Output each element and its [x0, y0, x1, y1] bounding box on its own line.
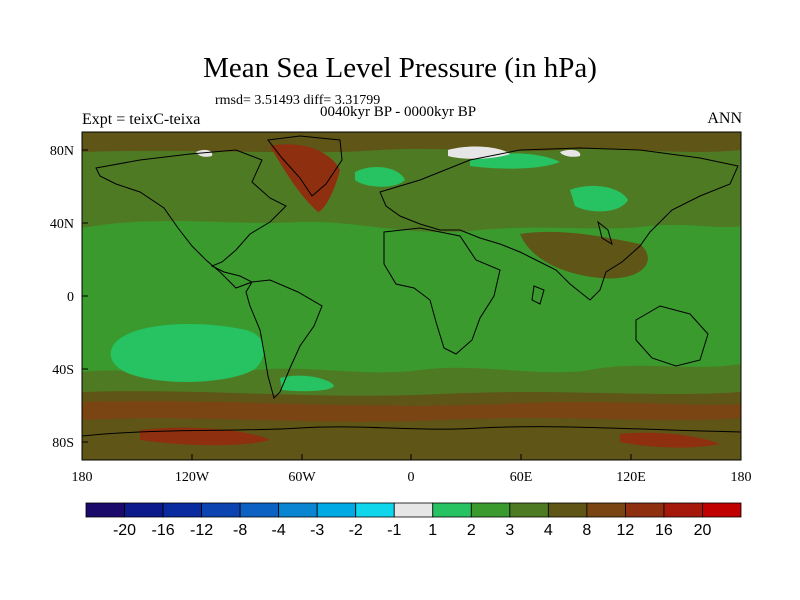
eurasia-coast: [379, 147, 739, 301]
x-label-60e: 60E: [510, 470, 533, 485]
colorbar-swatch: [432, 502, 472, 518]
colorbar-swatch: [278, 502, 318, 518]
x-label-120e: 120E: [616, 470, 646, 485]
colorbar-label: -1: [387, 522, 401, 539]
pressure-field: [82, 132, 741, 460]
colorbar-swatch: [586, 502, 626, 518]
map-title: Mean Sea Level Pressure (in hPa): [203, 52, 597, 84]
colorbar-label: 12: [617, 522, 635, 539]
south-america-coast: [245, 279, 323, 399]
colorbar-label: -12: [190, 522, 213, 539]
colorbar-swatch: [201, 502, 241, 518]
x-label-180e: 180: [731, 470, 752, 485]
field-8to12-southern: [82, 401, 741, 422]
colorbar-label: -20: [113, 522, 136, 539]
colorbar-swatch: [470, 502, 511, 518]
colorbar-swatch: [239, 502, 280, 518]
colorbar-swatch: [124, 502, 164, 518]
colorbar-label: 16: [655, 522, 673, 539]
greenland-coast: [267, 135, 343, 197]
colorbar-swatch: [625, 502, 665, 518]
colorbar-swatch: [316, 502, 357, 518]
field-near-zero-canada: [196, 149, 213, 157]
field-1to2-asia: [570, 185, 628, 212]
colorbar-label: 20: [694, 522, 712, 539]
y-label-80n: 80N: [50, 144, 74, 159]
field-near-zero-arctic: [448, 146, 510, 159]
y-label-40n: 40N: [50, 217, 74, 232]
x-label-120w: 120W: [175, 470, 210, 485]
field-1to2-south-pacific: [110, 324, 265, 382]
field-4to8-indian: [520, 231, 648, 279]
colorbar-label: -4: [272, 522, 286, 539]
field-near-zero-siberia: [560, 149, 581, 157]
y-label-0: 0: [67, 290, 74, 305]
colorbar-swatch: [509, 502, 549, 518]
season-label: ANN: [707, 110, 742, 127]
colorbar-swatch: [393, 502, 434, 518]
field-1to2-north-atlantic: [355, 166, 405, 187]
field-12to16-antarctic: [140, 427, 270, 446]
colorbar: -20 -16 -12 -8 -4 -3 -2 -1 1 2 3 4 8 12 16 20: [85, 502, 742, 539]
colorbar-swatch: [663, 502, 703, 518]
colorbar-swatch: [547, 502, 588, 518]
field-12to16-antarctic-east: [620, 432, 720, 448]
experiment-label: Expt = teixC-teixa: [82, 111, 201, 128]
antarctica-coast: [82, 426, 741, 437]
colorbar-label: 1: [428, 522, 437, 539]
colorbar-label: -8: [233, 522, 247, 539]
x-label-180w: 180: [72, 470, 93, 485]
rmsd-diff-stats: rmsd= 3.51493 diff= 3.31799: [215, 93, 381, 108]
colorbar-swatch: [85, 502, 125, 518]
africa-coast: [383, 227, 501, 355]
colorbar-swatch: [162, 502, 202, 518]
x-axis: 180 120W 60W 0 60E 120E 180: [72, 454, 752, 485]
map-subtitle: 0040kyr BP - 0000kyr BP: [320, 104, 477, 120]
x-label-60w: 60W: [288, 470, 316, 485]
colorbar-label: -3: [310, 522, 324, 539]
colorbar-label: -2: [349, 522, 363, 539]
y-label-80s: 80S: [52, 436, 74, 451]
coastlines: [82, 135, 741, 437]
field-1to2-south-atlantic: [280, 375, 334, 392]
colorbar-label: -16: [151, 522, 174, 539]
japan-coast: [597, 220, 613, 246]
australia-coast: [635, 305, 709, 367]
north-america-coast: [95, 149, 287, 289]
field-12to16-north-atlantic: [270, 144, 340, 212]
madagascar-coast: [531, 285, 545, 305]
field-4to8-arctic: [82, 132, 741, 153]
y-label-40s: 40S: [52, 363, 74, 378]
colorbar-label: 4: [544, 522, 553, 539]
colorbar-label: 3: [505, 522, 514, 539]
colorbar-swatch: [355, 502, 395, 518]
x-label-0: 0: [408, 470, 415, 485]
colorbar-label: 8: [582, 522, 591, 539]
y-axis: 80N 40N 0 40S 80S: [50, 144, 88, 451]
colorbar-swatch: [702, 502, 742, 518]
colorbar-label: 2: [467, 522, 476, 539]
